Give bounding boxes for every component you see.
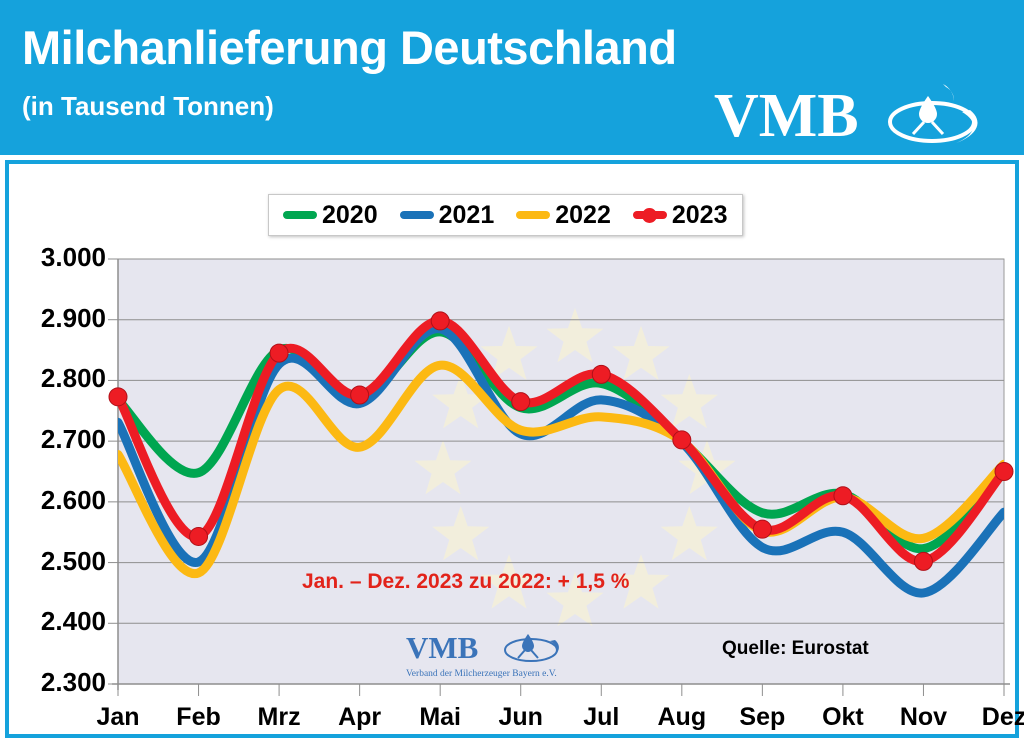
- y-axis-label: 3.000: [40, 242, 106, 272]
- legend-label-2022: 2022: [555, 200, 611, 229]
- y-axis-label: 2.300: [40, 667, 106, 697]
- legend-label-2023: 2023: [671, 200, 728, 229]
- page-title: Milchanlieferung Deutschland: [22, 21, 677, 74]
- y-axis-label: 2.900: [40, 302, 106, 333]
- page-header: Milchanlieferung Deutschland (in Tausend…: [0, 0, 1024, 155]
- x-axis-label: Sep: [739, 703, 786, 731]
- x-axis-label: Okt: [822, 703, 864, 731]
- vmb-watermark-logo: VMB Verband der Milcherzeuger Bayern e.V…: [406, 630, 559, 679]
- x-axis-label: Mai: [419, 703, 462, 731]
- x-axis-label: Jul: [583, 703, 620, 731]
- source-note: Quelle: Eurostat: [722, 638, 869, 659]
- vmb-logo: VMB: [714, 82, 978, 148]
- y-axis-label: 2.600: [40, 484, 106, 515]
- x-axis-label: Nov: [899, 703, 948, 731]
- legend-swatch-2021: [399, 211, 434, 219]
- legend-label-2021: 2021: [438, 200, 495, 229]
- x-axis-label: Jun: [498, 703, 543, 731]
- y-axis-label: 2.400: [40, 606, 106, 637]
- svg-text:VMB: VMB: [714, 82, 859, 148]
- legend-item-2023[interactable]: 2023: [632, 200, 728, 229]
- x-axis-label: Apr: [338, 703, 382, 731]
- y-axis-label: 2.500: [40, 545, 106, 576]
- legend-item-2022[interactable]: 2022: [516, 200, 611, 229]
- x-axis-label: Dez: [981, 703, 1024, 731]
- legend-item-2020[interactable]: 2020: [283, 200, 378, 229]
- x-axis-label: Mrz: [257, 703, 301, 731]
- page-subtitle: (in Tausend Tonnen): [22, 91, 274, 121]
- legend-item-2021[interactable]: 2021: [399, 200, 495, 229]
- legend-swatch-2023: [632, 207, 667, 223]
- chart-legend[interactable]: 2020 2021 2022 2023: [268, 194, 743, 236]
- x-axis-label: Jan: [96, 703, 140, 731]
- y-axis-label: 2.800: [40, 363, 106, 394]
- growth-annotation: Jan. – Dez. 2023 zu 2022: + 1,5 %: [302, 570, 630, 593]
- vmb-watermark-subtitle: Verband der Milcherzeuger Bayern e.V.: [406, 669, 557, 679]
- legend-label-2020: 2020: [322, 200, 378, 229]
- svg-text:VMB: VMB: [406, 630, 478, 665]
- y-axis-label: 2.700: [40, 424, 106, 455]
- legend-swatch-2022: [516, 211, 551, 219]
- legend-swatch-2020: [283, 211, 317, 219]
- x-axis-label: Aug: [657, 703, 707, 731]
- x-axis-label: Feb: [176, 703, 221, 731]
